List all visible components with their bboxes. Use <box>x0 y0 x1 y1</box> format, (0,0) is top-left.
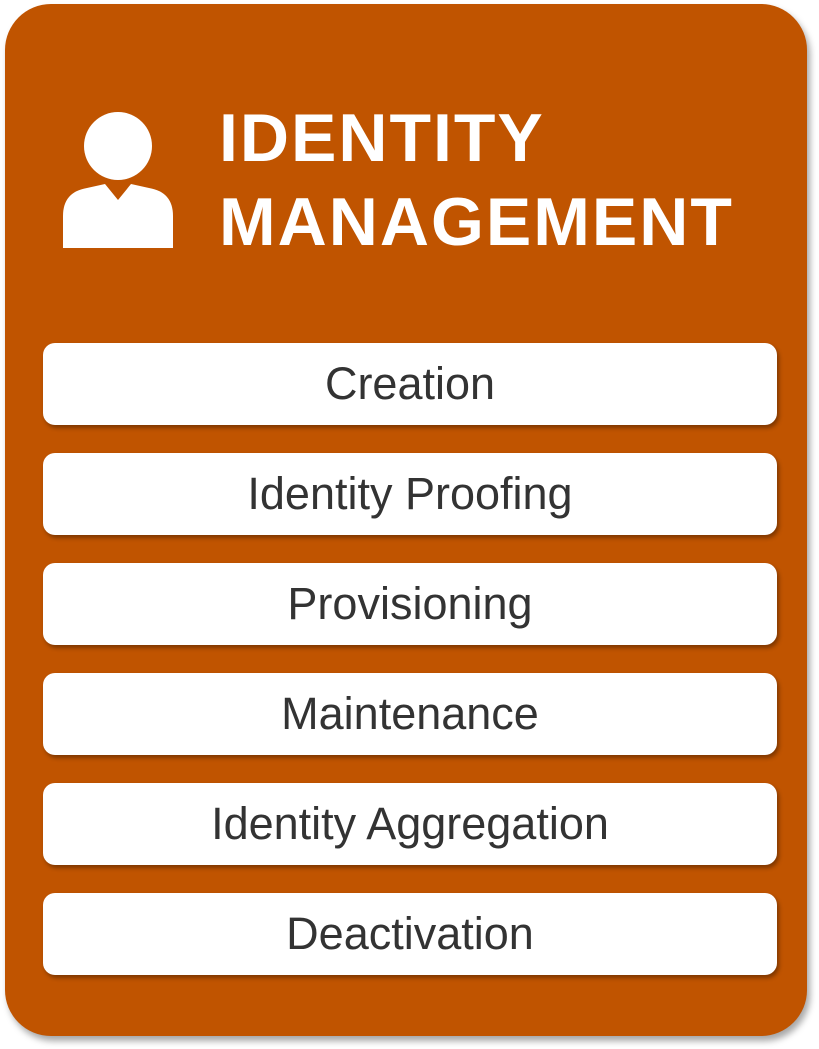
title-line-1: IDENTITY <box>219 100 545 176</box>
title-line-2: MANAGEMENT <box>219 184 734 260</box>
card-title: IDENTITY MANAGEMENT <box>219 96 734 264</box>
step-maintenance: Maintenance <box>43 673 777 755</box>
step-identity-aggregation: Identity Aggregation <box>43 783 777 865</box>
person-head <box>84 112 152 180</box>
step-deactivation: Deactivation <box>43 893 777 975</box>
step-identity-proofing: Identity Proofing <box>43 453 777 535</box>
person-body <box>63 184 173 248</box>
identity-management-card: IDENTITY MANAGEMENT Creation Identity Pr… <box>5 4 807 1036</box>
person-icon <box>63 112 173 248</box>
step-creation: Creation <box>43 343 777 425</box>
step-provisioning: Provisioning <box>43 563 777 645</box>
